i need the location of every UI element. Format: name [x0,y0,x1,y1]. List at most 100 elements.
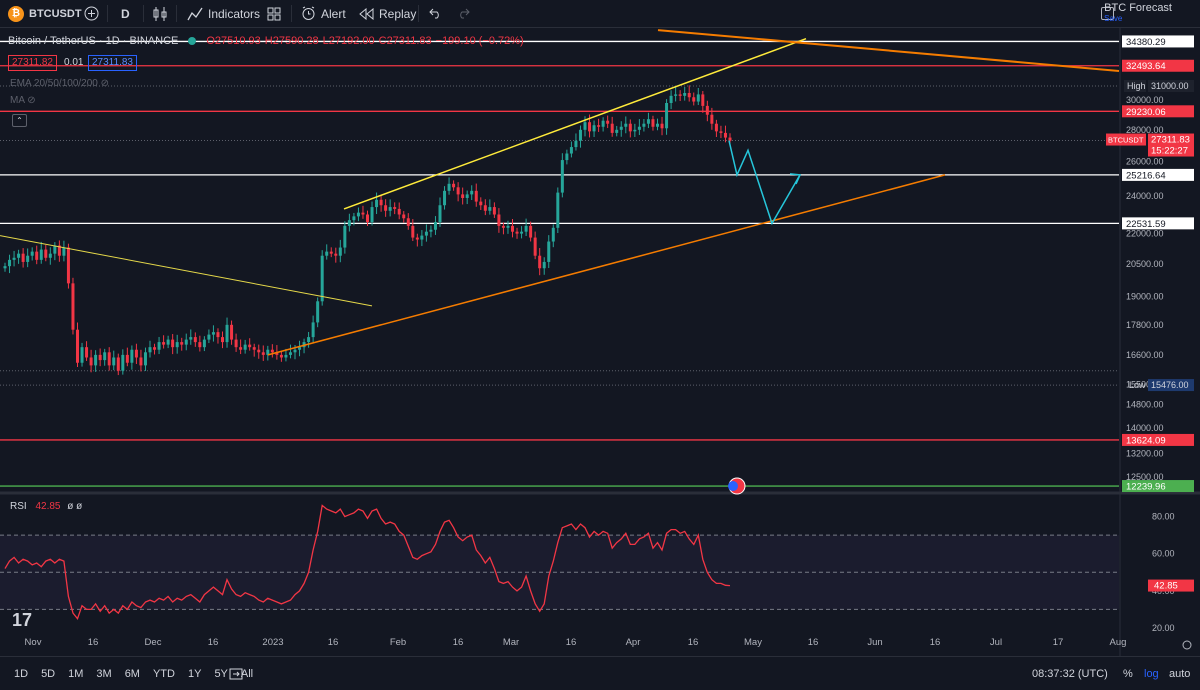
candle-body [157,342,161,350]
candle-body [569,147,573,154]
chart-type-button[interactable] [153,0,167,27]
candle-body [17,253,21,258]
time-axis-label: 16 [88,637,99,648]
percent-toggle[interactable]: % [1123,667,1133,680]
candle-body [320,255,324,302]
auto-toggle[interactable]: auto [1169,667,1191,680]
ma-indicator-label[interactable]: MA ⊘ [10,95,36,106]
redo-button[interactable] [457,0,470,27]
candle-body [551,227,555,242]
top-toolbar: ₿ BTCUSDT D Indicators Alert Replay BTC … [0,0,1200,28]
candle-body [352,216,356,221]
candle-body [184,339,188,345]
level-label: 13624.09 [1126,435,1166,446]
level-label-bg [1122,480,1194,493]
price-tick-label: 12500.00 [1126,472,1164,482]
candle-body [279,354,283,358]
candle-body [234,339,238,348]
symbol-search[interactable]: ₿ BTCUSDT [8,0,82,27]
indicators-button[interactable]: Indicators [187,0,260,27]
candle-body [479,201,483,206]
time-axis-label: 16 [688,637,699,648]
candle-body [651,119,655,127]
clock[interactable]: 08:37:32 (UTC) [1032,667,1108,680]
indicators-label: Indicators [208,6,261,21]
price-tick-label: 19000.00 [1126,292,1164,302]
eye-hidden-icon[interactable]: ⊘ [27,95,36,106]
compare-button[interactable] [84,0,99,27]
candle-body [39,249,43,260]
candles-icon [153,6,167,21]
candle-body [728,137,732,141]
candle-body [610,123,614,133]
undo-button[interactable] [429,0,442,27]
date-range-button[interactable] [229,657,243,690]
range-button-1y[interactable]: 1Y [187,667,202,680]
eye-hidden-icon[interactable]: ⊘ [100,78,110,89]
projection-arrowhead [789,173,802,185]
time-axis-label: Apr [626,637,641,648]
range-button-5d[interactable]: 5D [41,667,56,680]
market-status-dot [188,37,197,45]
level-label: 32493.64 [1126,61,1166,72]
time-axis-label: Aug [1110,637,1127,648]
range-button-5y[interactable]: 5Y [214,667,228,680]
replay-label: Replay [379,6,417,21]
layout-icon[interactable] [1101,7,1114,20]
range-button-ytd[interactable]: YTD [152,667,175,680]
candle-body [103,352,107,361]
candle-body [542,261,546,269]
candle-body [443,190,447,206]
replay-button[interactable]: Replay [359,0,416,27]
bitcoin-icon: ₿ [8,5,24,22]
price-tick-label: 15500.00 [1126,379,1164,389]
sell-price[interactable]: 27311.82 [8,55,57,71]
candle-body [329,251,333,254]
candle-body [411,225,415,238]
event-flag-dot [728,481,738,492]
save-link[interactable]: Save [1104,14,1123,23]
candle-body [80,347,84,363]
candle-body [438,205,442,223]
level-label: 25216.64 [1126,170,1166,181]
range-button-1d[interactable]: 1D [14,667,29,680]
candle-body [211,332,215,335]
candle-body [379,199,383,206]
candle-body [506,225,510,228]
range-button-1m[interactable]: 1M [68,667,84,680]
level-label: 12239.96 [1126,482,1166,493]
alert-button[interactable]: Alert [301,0,346,27]
time-axis-label: 17 [1053,637,1064,648]
interval-button[interactable]: D [121,6,130,21]
candle-body [53,245,57,254]
settings-gear-icon[interactable] [1182,640,1192,650]
rsi-tick-label: 80.00 [1152,512,1175,522]
candle-body [574,140,578,148]
candle-body [628,123,632,132]
ema-indicator-label[interactable]: EMA 20/50/100/200 ⊘ [10,78,109,89]
candle-body [556,192,560,228]
alert-label: Alert [321,6,346,21]
candle-body [35,251,39,260]
candle-body [239,347,243,350]
buy-price[interactable]: 27311.83 [88,55,137,71]
templates-button[interactable] [267,0,281,27]
range-button-3m[interactable]: 3M [96,667,112,680]
range-button-all[interactable]: All [240,667,254,680]
price-chart[interactable]: 34380.29 32493.64 29230.06 25216.64 22531.59… [0,28,1200,656]
log-toggle[interactable]: log [1144,667,1159,680]
candle-body [375,199,379,208]
range-button-6m[interactable]: 6M [124,667,140,680]
undo-icon [429,8,439,19]
rsi-current-value: 42.85 [1154,581,1178,592]
layout-name[interactable]: BTC Forecast Save [1104,2,1172,23]
candle-body [266,349,270,355]
price-tick-label: 16600.00 [1126,350,1164,360]
high-mark-label: High [1127,81,1146,91]
symbol-price-tag: BTCUSDT [1108,136,1144,145]
current-price-value: 27311.83 [1151,135,1190,146]
tradingview-logo-icon: 17 [12,610,33,630]
time-axis-label: Mar [503,637,519,648]
candle-body [583,122,587,130]
collapse-chevron-icon[interactable]: ⌃ [12,114,27,127]
